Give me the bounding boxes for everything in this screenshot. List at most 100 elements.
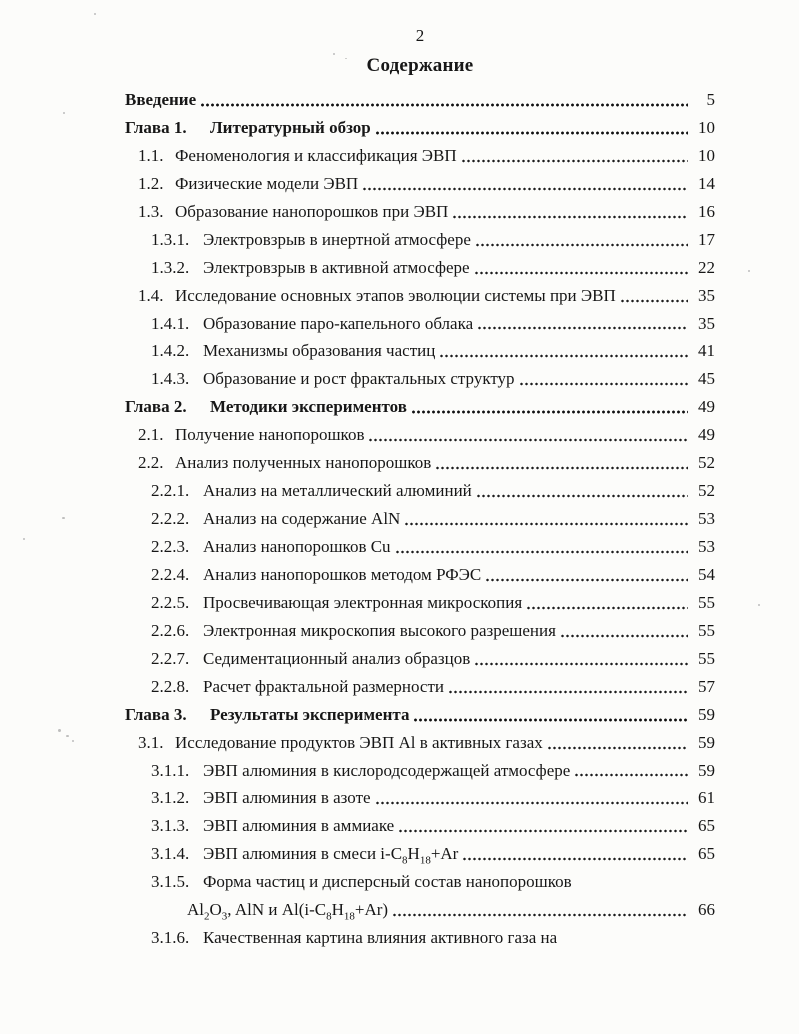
dot-leader [398,829,688,834]
toc-entry-number: 1.4.2. [151,341,190,361]
toc-entry: 3.1.3. ЭВП алюминия в аммиаке 65 [125,812,715,840]
toc-entry: 3.1.2. ЭВП алюминия в азоте 61 [125,784,715,812]
dot-leader [546,745,688,750]
toc-entry-number: 2.2.1. [151,481,190,501]
toc-entry: 1.1. Феноменология и классификация ЭВП 1… [125,142,715,170]
toc-entry-title: Расчет фрактальной размерности [203,676,445,696]
toc-entry-number: Глава 1. [125,117,187,137]
toc-entry: 1.3.2. Электровзрыв в активной атмосфере… [125,254,715,282]
dot-leader [526,605,688,610]
toc-entry-number: 1.4.1. [151,313,190,333]
toc-entry-title: Al2O3, AlN и Al(i-C8H18+Ar) [187,900,389,923]
toc-entry-page: 55 [698,620,715,640]
dot-leader [439,354,688,359]
toc-entry-number: 3.1. [138,732,164,752]
toc-entry: 1.4.2. Механизмы образования частиц 41 [125,337,715,365]
toc-entry-page: 10 [698,117,715,137]
toc-entry-number: 2.2.5. [151,592,190,612]
toc-entry-title: ЭВП алюминия в аммиаке [203,816,395,836]
toc-entry-page: 5 [706,90,716,109]
scan-speck [66,735,69,737]
toc-entry-title: Седиментационный анализ образцов [203,648,471,668]
toc-entry-title: Введение [125,90,197,109]
toc-entry: Глава 1. Литературный обзор 10 [125,114,715,142]
toc-entry-title: Механизмы образования частиц [203,341,436,361]
toc-entry-number: 2.2.3. [151,537,190,556]
toc-entry: 2.2. Анализ полученных нанопорошков 52 [125,449,715,477]
toc-entry-page: 55 [698,648,715,668]
toc-entry: 3.1.1. ЭВП алюминия в кислородсодержащей… [125,757,715,785]
toc-entry-page: 49 [698,397,715,417]
toc-entry-title: Электровзрыв в инертной атмосфере [203,229,471,249]
toc-entry-title: ЭВП алюминия в кислородсодержащей атмосф… [203,760,571,780]
toc-entry: Глава 3. Результаты эксперимента 59 [125,701,715,729]
toc-entry-page: 52 [698,481,715,501]
toc-entry-number: 1.3. [138,201,164,221]
toc-entry: 2.2.4. Анализ нанопорошков методом РФЭС … [125,561,715,589]
dot-leader [394,549,688,554]
toc-entry-number: 2.2.7. [151,648,190,668]
toc-entry-number: 3.1.4. [151,844,190,864]
toc-entry-title: Форма частиц и дисперсный состав нанопор… [203,872,572,892]
toc-entry-title: ЭВП алюминия в смеси i-C8H18+Ar [203,844,459,867]
dot-leader [435,466,688,471]
toc-entry-number: 2.1. [138,425,164,445]
toc-entry: Глава 2. Методики экспериментов 49 [125,393,715,421]
toc-entry-title: Просвечивающая электронная микроскопия [203,592,523,612]
toc-entry-number: 1.1. [138,145,164,165]
toc-entry-title: Качественная картина влияния активного г… [203,928,558,948]
toc-entry-number: 3.1.2. [151,788,190,808]
toc-entry-number: 2.2.4. [151,564,190,584]
toc-entry: 2.2.8. Расчет фрактальной размерности 57 [125,673,715,701]
toc-entry: 3.1.6. Качественная картина влияния акти… [125,924,715,952]
toc-entry-number: Глава 3. [125,704,187,724]
table-of-contents: Введение 5 Глава 1. Литературный обзор 1… [125,86,715,952]
toc-entry-page: 45 [698,369,715,389]
toc-entry: 1.4. Исследование основных этапов эволюц… [125,282,715,310]
toc-entry-number: 1.3.2. [151,257,190,277]
toc-entry-page: 53 [698,509,715,529]
toc-entry-number: 2.2.2. [151,509,190,529]
toc-entry-title: Анализ на содержание AlN [203,509,401,529]
toc-entry-title: Образование паро-капельного облака [203,313,474,333]
dot-leader [477,326,688,331]
scan-speck [23,538,25,540]
toc-entry-title: Методики экспериментов [210,397,407,417]
toc-entry-page: 57 [698,676,715,696]
toc-entry-page: 59 [698,732,715,752]
toc-entry-title: Образование и рост фрактальных структур [203,369,515,389]
toc-entry-title: Анализ нанопорошков методом РФЭС [203,564,482,584]
scan-speck [58,729,61,732]
toc-entry-title: Литературный обзор [210,117,371,137]
toc-entry: 2.2.6. Электронная микроскопия высокого … [125,617,715,645]
toc-entry-title: Анализ полученных нанопорошков [175,453,432,473]
scan-speck [345,58,347,59]
toc-entry-page: 52 [698,453,715,473]
toc-entry-title: Электровзрыв в активной атмосфере [203,257,470,277]
dot-leader [462,857,688,862]
dot-leader [448,689,688,694]
toc-entry-number: 3.1.6. [151,928,190,948]
dot-leader [413,717,688,722]
toc-entry-page: 35 [698,285,715,305]
toc-entry-title: Анализ нанопорошков Cu [203,537,391,556]
scan-speck [62,517,65,519]
toc-entry-page: 59 [698,704,715,724]
toc-entry-number: 3.1.3. [151,816,190,836]
toc-entry: 3.1.4. ЭВП алюминия в смеси i-C8H18+Ar 6… [125,840,715,868]
dot-leader [474,242,688,247]
toc-entry: 2.2.1. Анализ на металлический алюминий … [125,477,715,505]
toc-entry: 3.1.5. Форма частиц и дисперсный состав … [125,868,715,896]
toc-entry-number: 3.1.5. [151,872,190,892]
dot-leader [619,298,688,303]
toc-entry-page: 16 [698,201,715,221]
toc-entry-number: Глава 2. [125,397,187,417]
toc-entry: Введение 5 [125,86,715,114]
toc-entry-page: 53 [698,537,715,556]
dot-leader [485,577,688,582]
toc-entry-number: 2.2. [138,453,164,473]
dot-leader [574,773,688,778]
toc-entry: 1.3. Образование нанопорошков при ЭВП 16 [125,198,715,226]
scan-speck [63,112,65,114]
page-title: Содержание [366,55,474,76]
